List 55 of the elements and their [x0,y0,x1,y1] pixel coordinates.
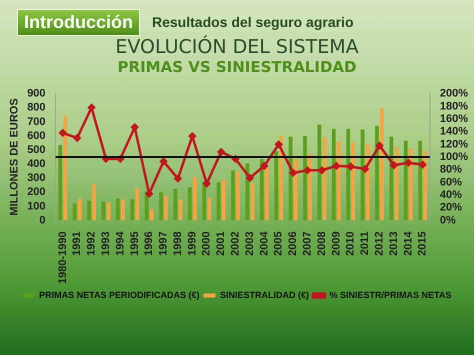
y2-tick-label: 80% [440,164,462,176]
x-tick-label: 2006 [287,231,300,256]
x-tick-label: 2000 [200,231,213,256]
y-tick-label: 0 [39,214,46,226]
x-tick-label: 1993 [100,231,112,256]
chart-title: EVOLUCIÓN DEL SISTEMA [114,36,360,58]
legend-label: % SINIESTR/PRIMAS NETAS [330,290,452,300]
x-tick-label: 2007 [302,231,314,256]
y2-tick-label: 200% [440,88,468,100]
x-tick-label: 2012 [374,231,386,256]
y-tick-label: 300 [27,172,46,184]
x-tick-label: 1996 [143,231,156,256]
x-tick-label: 2004 [258,230,270,256]
legend-label: PRIMAS NETAS PERIODIFICADAS (€) [39,290,200,300]
x-tick-label: 2013 [388,231,400,256]
y2-tick-label: 60% [440,176,462,188]
y-tick-label: 200 [27,186,46,198]
legend-label: SINIESTRALIDAD (€) [220,290,310,300]
y2-tick-label: 20% [440,202,462,214]
y2-tick-label: 0% [440,214,456,226]
y2-tick-label: 40% [440,189,462,202]
y2-tick-label: 120% [440,138,468,150]
x-tick-label: 1992 [86,231,98,256]
x-tick-label: 2003 [244,231,256,256]
y-tick-label: 600 [27,130,46,142]
x-tick-label: 1994 [114,230,126,256]
x-tick-label: 1995 [128,231,141,256]
x-tick-label: 1997 [158,231,170,256]
y-tick-label: 400 [27,158,46,170]
y-tick-label: 700 [27,116,46,128]
x-tick-label: 1991 [71,231,84,256]
x-tick-label: 2008 [316,231,328,256]
y-tick-label: 100 [27,200,46,212]
y-tick-label: 900 [27,88,46,100]
x-tick-label: 2010 [344,231,357,256]
y-axis-title: MILLONES DE EUROS [8,98,21,216]
x-tick-label: 2014 [402,230,414,256]
x-tick-label: 2002 [230,231,242,256]
y2-tick-label: 100% [440,151,468,164]
x-tick-label: 1980-1990 [56,231,69,284]
y-tick-label: 500 [27,144,46,156]
y-tick-label: 800 [27,102,46,114]
y2-tick-label: 160% [440,112,468,125]
x-tick-label: 1998 [172,231,184,256]
x-tick-label: 2009 [330,231,342,256]
x-tick-label: 2005 [272,231,285,256]
x-tick-label: 1999 [186,231,198,256]
x-tick-label: 2001 [215,231,228,256]
y2-tick-label: 180% [440,100,468,112]
x-tick-label: 2015 [416,231,429,256]
x-tick-label: 2011 [359,231,372,256]
text: Resultados del seguro agrario [152,14,354,30]
y2-tick-label: 140% [440,126,468,138]
chart-subtitle: PRIMAS VS SINIESTRALIDAD [116,58,358,76]
text: Introducción [17,9,140,36]
